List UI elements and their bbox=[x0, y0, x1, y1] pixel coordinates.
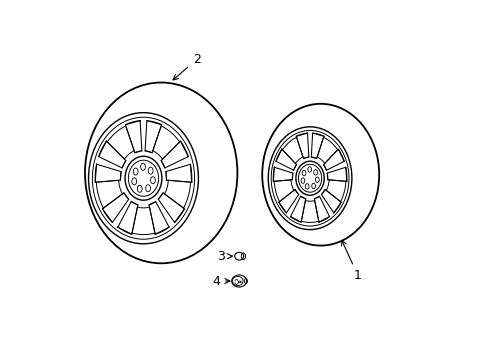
Text: 3: 3 bbox=[217, 250, 232, 263]
Text: 4: 4 bbox=[212, 275, 229, 288]
Text: 2: 2 bbox=[173, 53, 200, 80]
Text: 1: 1 bbox=[341, 240, 361, 282]
